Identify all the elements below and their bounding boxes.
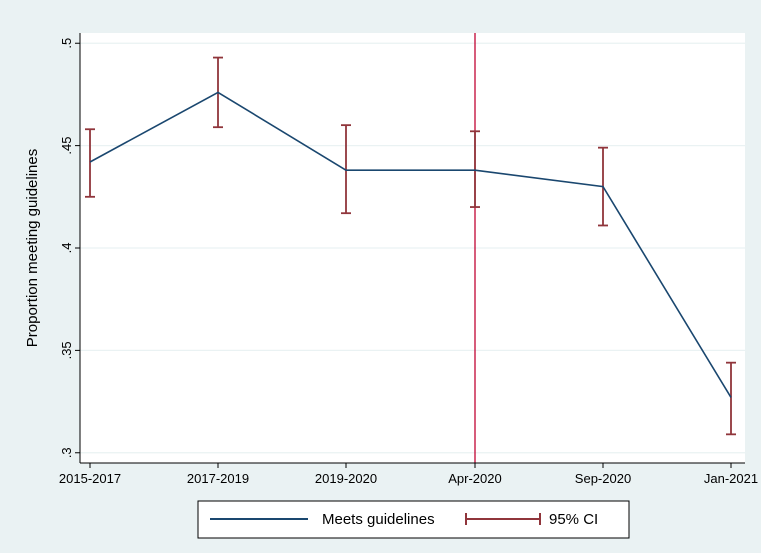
y-tick-label: .4 [59, 243, 74, 254]
ci-bar [85, 128, 95, 198]
y-tick-label: .5 [59, 38, 74, 49]
x-tick-label: 2017-2019 [187, 471, 249, 486]
x-tick-label: Jan-2021 [704, 471, 758, 486]
y-axis-title: Proportion meeting guidelines [24, 149, 41, 347]
y-tick-label: .45 [59, 137, 74, 155]
x-tick-label: Apr-2020 [448, 471, 501, 486]
gridlines [80, 42, 745, 454]
x-tick-label: 2015-2017 [59, 471, 121, 486]
series-lines [89, 91, 732, 398]
y-tick-label: .3 [59, 447, 74, 458]
x-axis-ticks: 2015-2017 2017-2019 2019-2020 Apr-2020 Sep-2… [59, 463, 758, 486]
x-tick-label: 2019-2020 [315, 471, 377, 486]
legend-ci-swatch [465, 513, 541, 525]
y-tick-label: .35 [59, 341, 74, 359]
legend: Meets guidelines 95% CI [197, 500, 630, 539]
series-line [89, 91, 732, 398]
ci-bar [341, 124, 351, 215]
legend-label-series: Meets guidelines [322, 511, 435, 528]
ci-bar [726, 361, 736, 436]
legend-label-ci: 95% CI [549, 511, 598, 528]
ci-bar [470, 130, 480, 208]
x-tick-label: Sep-2020 [575, 471, 631, 486]
y-axis-ticks: .3 .35 .4 .45 .5 [59, 38, 80, 458]
legend-box [197, 500, 630, 539]
confidence-intervals [85, 56, 736, 436]
